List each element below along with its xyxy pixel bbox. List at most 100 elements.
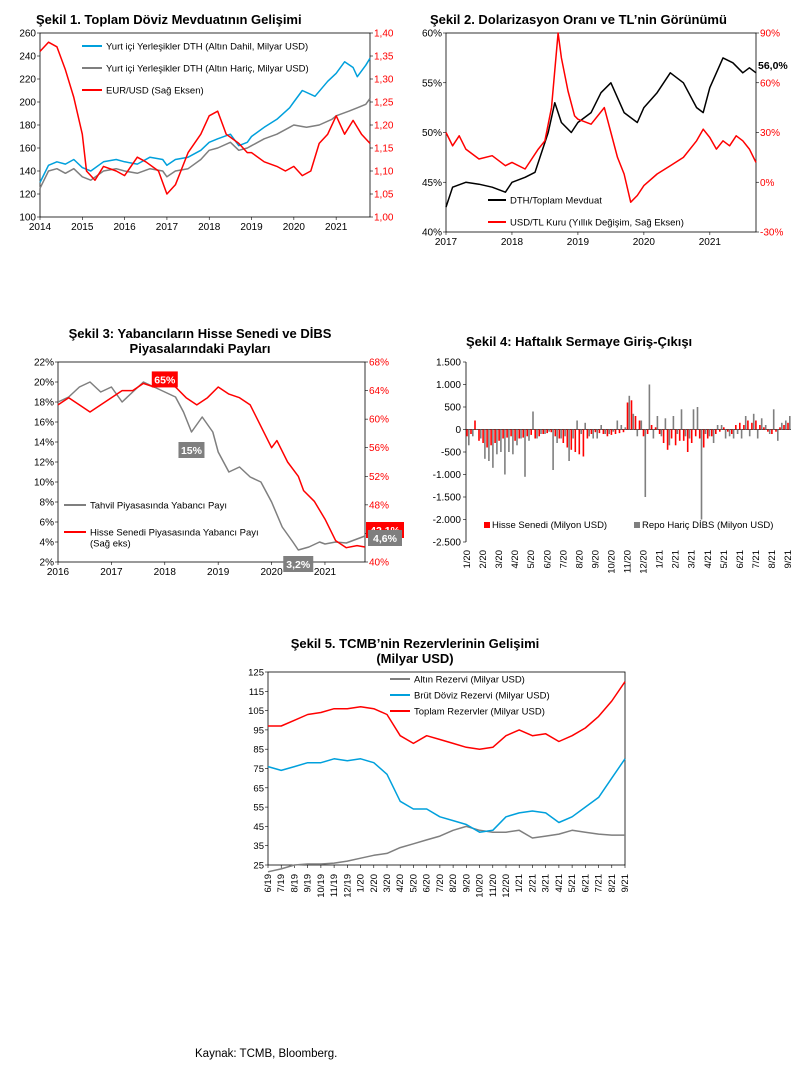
y-left-tick-label: 65	[253, 783, 264, 794]
x-tick-label: 1/21	[655, 550, 666, 569]
bar-dibs	[516, 429, 518, 446]
bar-hisse	[486, 429, 488, 448]
bar-dibs	[672, 416, 675, 430]
y-left-tick-label: 95	[253, 725, 264, 736]
y-left-tick-label: 25	[253, 861, 264, 872]
x-tick-label: 2017	[100, 567, 123, 578]
bar-hisse	[534, 429, 536, 439]
x-tick-label: 10/20	[475, 874, 486, 898]
x-tick-label: 2016	[47, 567, 70, 578]
x-tick-label: 9/20	[461, 874, 472, 893]
bar-dibs	[732, 429, 735, 439]
bar-dibs	[764, 425, 767, 430]
bar-dibs	[496, 429, 498, 455]
x-tick-label: 2/21	[527, 874, 538, 893]
bar-hisse	[650, 425, 653, 430]
y-left-tick-label: 16%	[34, 418, 54, 429]
y-right-tick-label: 1,25	[374, 98, 394, 109]
y-right-tick-label: 52%	[369, 472, 389, 483]
bar-dibs	[744, 416, 747, 430]
bar-dibs	[600, 425, 602, 430]
bar-hisse	[622, 429, 625, 433]
bar-dibs	[480, 429, 482, 439]
legend-label: Yurt içi Yerleşikler DTH (Altın Hariç, M…	[106, 64, 309, 75]
bar-dibs	[756, 429, 759, 439]
x-tick-label: 6/19	[263, 874, 274, 893]
bar-dibs	[644, 429, 647, 497]
x-tick-label: 6/20	[422, 874, 433, 893]
x-tick-label: 2/21	[671, 550, 682, 569]
source-note: Kaynak: TCMB, Bloomberg.	[195, 1048, 338, 1060]
x-tick-label: 3/21	[687, 550, 698, 569]
x-tick-label: 5/21	[567, 874, 578, 893]
y-right-tick-label: 1,00	[374, 213, 394, 224]
bar-hisse	[674, 429, 677, 446]
chart5-title-line1: Şekil 5. TCMB’nin Rezervlerinin Gelişimi	[290, 636, 540, 651]
y-left-tick-label: 14%	[34, 438, 54, 449]
bar-hisse	[606, 429, 609, 437]
legend-swatch	[484, 522, 490, 528]
x-tick-label: 4/21	[703, 550, 714, 569]
bar-hisse	[662, 429, 665, 443]
y-left-tick-label: 75	[253, 764, 264, 775]
x-tick-label: 2021	[325, 222, 348, 233]
annotation-badge	[151, 371, 178, 388]
bar-hisse	[731, 429, 733, 434]
bar-dibs	[768, 429, 771, 434]
x-tick-label: 11/20	[488, 874, 499, 897]
x-tick-label: 3/20	[494, 550, 505, 569]
bar-hisse	[759, 425, 761, 430]
x-tick-label: 10/19	[316, 874, 327, 898]
y-right-tick-label: 90%	[760, 29, 780, 40]
y-tick-label: 500	[444, 403, 461, 414]
y-right-tick-label: 60%	[760, 78, 780, 89]
y-left-tick-label: 260	[19, 29, 36, 40]
x-tick-label: 2014	[29, 222, 52, 233]
x-tick-label: 12/20	[501, 874, 512, 898]
bar-dibs	[772, 409, 775, 430]
bar-hisse	[642, 429, 645, 437]
y-left-tick-label: 2%	[40, 558, 55, 569]
bar-dibs	[500, 429, 502, 452]
bar-hisse	[578, 429, 581, 455]
bar-dibs	[616, 420, 619, 430]
bar-hisse	[658, 429, 661, 434]
y-left-tick-label: 125	[248, 668, 264, 679]
x-tick-label: 2017	[435, 237, 458, 248]
bar-dibs	[548, 429, 550, 432]
bar-hisse	[518, 429, 520, 439]
bar-dibs	[700, 429, 703, 520]
y-left-tick-label: 105	[248, 706, 264, 717]
bar-dibs	[536, 429, 538, 439]
x-tick-label: 2020	[260, 567, 283, 578]
bar-dibs	[660, 429, 663, 437]
x-tick-label: 8/21	[607, 874, 618, 893]
series-line-1	[39, 57, 371, 183]
bar-dibs	[504, 429, 506, 475]
bar-hisse	[610, 429, 613, 435]
bar-dibs	[612, 429, 615, 432]
y-left-tick-label: 45	[253, 822, 264, 833]
x-tick-label: 2017	[156, 222, 179, 233]
x-tick-label: 5/20	[408, 874, 419, 893]
y-left-tick-label: 8%	[40, 498, 55, 509]
x-tick-label: 1/20	[462, 550, 473, 569]
bar-dibs	[488, 429, 490, 461]
bar-hisse	[598, 429, 601, 434]
chart1: 100 120 140 160 180 200 220 240 260 1,00 1,05 1,10 1…	[19, 29, 394, 234]
series-line-2	[267, 758, 626, 833]
x-tick-label: 2019	[207, 567, 230, 578]
bar-hisse	[638, 420, 641, 430]
bar-hisse	[706, 429, 709, 439]
bar-hisse	[594, 429, 597, 433]
x-tick-label: 5/21	[719, 550, 730, 569]
bar-hisse	[586, 429, 589, 439]
x-tick-label: 8/20	[574, 550, 585, 569]
bar-dibs	[568, 429, 570, 461]
bar-hisse	[678, 429, 681, 441]
y-left-tick-label: 18%	[34, 398, 54, 409]
x-tick-label: 6/21	[735, 550, 746, 569]
bar-dibs	[676, 429, 679, 434]
x-tick-label: 4/20	[510, 550, 521, 569]
bar-dibs	[524, 429, 526, 477]
